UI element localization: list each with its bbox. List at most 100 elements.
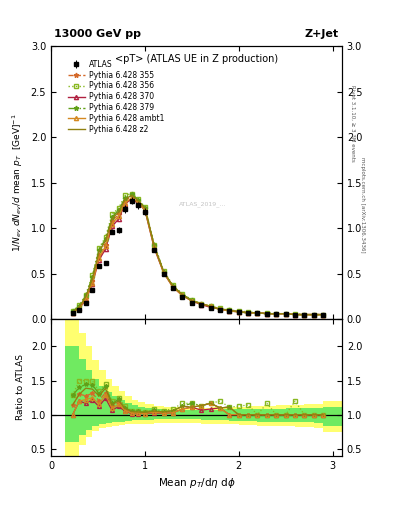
Pythia 6.428 379 — [161, 269, 166, 275]
Pythia 6.428 355 — [90, 278, 95, 284]
Pythia 6.428 356 — [264, 310, 269, 316]
Pythia 6.428 ambt1 — [70, 310, 75, 316]
Pythia 6.428 356 — [90, 272, 95, 279]
Pythia 6.428 z2 — [264, 311, 269, 317]
Pythia 6.428 370 — [180, 292, 185, 298]
Pythia 6.428 379 — [189, 297, 194, 303]
Text: 13000 GeV pp: 13000 GeV pp — [54, 29, 141, 39]
Pythia 6.428 z2 — [171, 283, 175, 289]
Pythia 6.428 z2 — [103, 238, 108, 244]
Pythia 6.428 ambt1 — [180, 292, 185, 298]
Pythia 6.428 355 — [116, 211, 121, 218]
Pythia 6.428 379 — [199, 301, 204, 307]
Pythia 6.428 370 — [83, 297, 88, 303]
Pythia 6.428 z2 — [70, 309, 75, 315]
Pythia 6.428 379 — [83, 292, 88, 298]
Pythia 6.428 370 — [189, 298, 194, 304]
Pythia 6.428 379 — [129, 191, 134, 198]
Pythia 6.428 356 — [116, 205, 121, 211]
Pythia 6.428 355 — [293, 311, 298, 317]
Pythia 6.428 z2 — [161, 269, 166, 275]
Pythia 6.428 355 — [152, 243, 157, 249]
Pythia 6.428 ambt1 — [208, 303, 213, 309]
Pythia 6.428 z2 — [227, 307, 232, 313]
Pythia 6.428 z2 — [83, 293, 88, 300]
Pythia 6.428 379 — [180, 291, 185, 297]
Pythia 6.428 z2 — [152, 243, 157, 249]
Pythia 6.428 355 — [283, 311, 288, 317]
Pythia 6.428 z2 — [123, 196, 128, 202]
Pythia 6.428 370 — [199, 302, 204, 308]
Pythia 6.428 ambt1 — [116, 213, 121, 219]
Pythia 6.428 z2 — [143, 205, 147, 211]
Line: Pythia 6.428 370: Pythia 6.428 370 — [71, 197, 325, 317]
Pythia 6.428 ambt1 — [136, 200, 141, 206]
Pythia 6.428 z2 — [199, 301, 204, 307]
Pythia 6.428 379 — [90, 274, 95, 281]
Pythia 6.428 356 — [77, 303, 82, 309]
Pythia 6.428 379 — [103, 236, 108, 242]
Pythia 6.428 355 — [236, 309, 241, 315]
Text: mcplots.cern.ch [arXiv:1306.3436]: mcplots.cern.ch [arXiv:1306.3436] — [360, 157, 365, 252]
Pythia 6.428 z2 — [208, 303, 213, 309]
Pythia 6.428 ambt1 — [293, 311, 298, 317]
Pythia 6.428 379 — [123, 195, 128, 201]
Text: Rivet 3.1.10, ≥ 3.3M events: Rivet 3.1.10, ≥ 3.3M events — [350, 84, 355, 161]
Pythia 6.428 370 — [97, 257, 101, 263]
Pythia 6.428 370 — [171, 284, 175, 290]
Pythia 6.428 355 — [218, 306, 222, 312]
Pythia 6.428 379 — [208, 303, 213, 309]
Pythia 6.428 356 — [152, 242, 157, 248]
Pythia 6.428 ambt1 — [103, 243, 108, 249]
Pythia 6.428 370 — [227, 308, 232, 314]
Pythia 6.428 356 — [321, 311, 325, 317]
Pythia 6.428 ambt1 — [246, 310, 250, 316]
Pythia 6.428 z2 — [77, 304, 82, 310]
Line: Pythia 6.428 z2: Pythia 6.428 z2 — [73, 196, 323, 314]
Pythia 6.428 370 — [274, 311, 279, 317]
Pythia 6.428 379 — [77, 303, 82, 309]
Pythia 6.428 356 — [136, 196, 141, 202]
Pythia 6.428 355 — [255, 310, 260, 316]
Pythia 6.428 356 — [180, 291, 185, 297]
Pythia 6.428 355 — [136, 198, 141, 204]
Pythia 6.428 355 — [83, 295, 88, 301]
Pythia 6.428 356 — [103, 234, 108, 240]
Pythia 6.428 356 — [283, 311, 288, 317]
Pythia 6.428 379 — [311, 311, 316, 317]
Pythia 6.428 356 — [302, 311, 307, 317]
Pythia 6.428 370 — [161, 270, 166, 276]
Pythia 6.428 355 — [189, 298, 194, 304]
Pythia 6.428 356 — [274, 311, 279, 317]
Pythia 6.428 379 — [264, 311, 269, 317]
Pythia 6.428 z2 — [321, 311, 325, 317]
Pythia 6.428 355 — [143, 205, 147, 211]
Pythia 6.428 ambt1 — [227, 308, 232, 314]
Pythia 6.428 370 — [110, 223, 114, 229]
Pythia 6.428 379 — [218, 306, 222, 312]
Pythia 6.428 356 — [199, 301, 204, 307]
Pythia 6.428 370 — [136, 201, 141, 207]
Pythia 6.428 379 — [302, 311, 307, 317]
Pythia 6.428 370 — [246, 310, 250, 316]
Pythia 6.428 z2 — [311, 311, 316, 317]
Pythia 6.428 355 — [70, 309, 75, 315]
Pythia 6.428 ambt1 — [171, 284, 175, 290]
Pythia 6.428 ambt1 — [218, 306, 222, 312]
Pythia 6.428 355 — [180, 291, 185, 297]
Pythia 6.428 379 — [70, 308, 75, 314]
Pythia 6.428 z2 — [302, 311, 307, 317]
Pythia 6.428 379 — [116, 207, 121, 213]
Pythia 6.428 z2 — [136, 198, 141, 204]
Pythia 6.428 370 — [152, 245, 157, 251]
Pythia 6.428 356 — [246, 309, 250, 315]
Pythia 6.428 z2 — [293, 311, 298, 317]
Text: <pT> (ATLAS UE in Z production): <pT> (ATLAS UE in Z production) — [115, 54, 278, 65]
Pythia 6.428 379 — [321, 311, 325, 317]
Pythia 6.428 ambt1 — [321, 311, 325, 317]
Pythia 6.428 356 — [255, 310, 260, 316]
Pythia 6.428 ambt1 — [236, 309, 241, 315]
Pythia 6.428 z2 — [97, 249, 101, 255]
Pythia 6.428 370 — [236, 309, 241, 315]
Pythia 6.428 356 — [227, 307, 232, 313]
